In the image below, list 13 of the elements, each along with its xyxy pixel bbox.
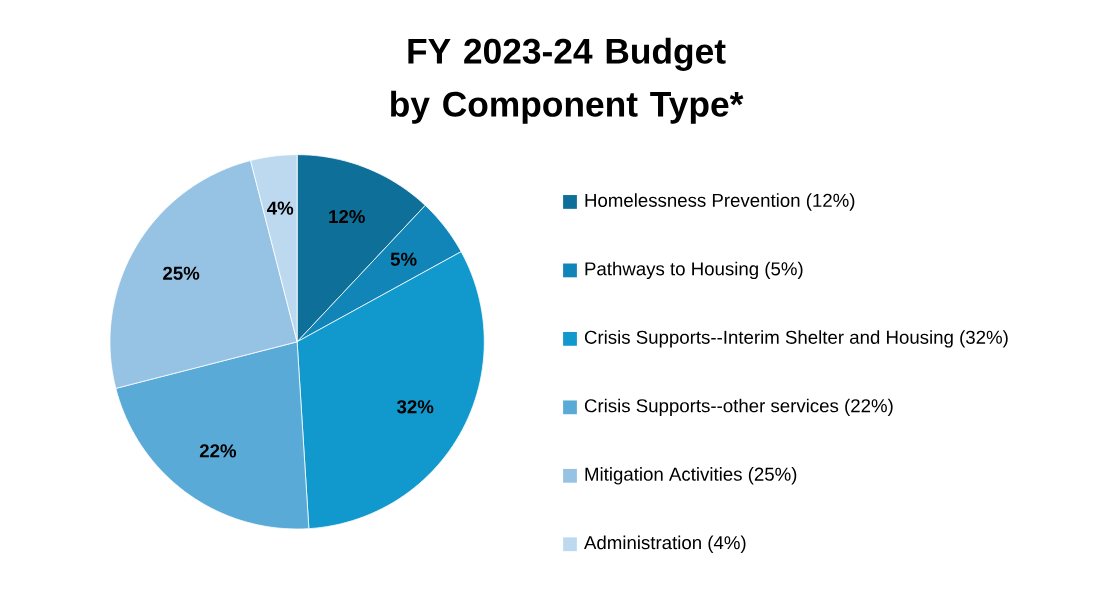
data-label: 32% — [396, 400, 434, 414]
legend-label: Mitigation Activities (25%) — [585, 467, 797, 485]
legend-label: Administration (4%) — [584, 535, 746, 554]
chart-title: FY 2023-24 Budget by Component Type* — [391, 37, 744, 124]
data-label: 25% — [163, 266, 200, 280]
data-label: 5% — [390, 252, 417, 266]
legend-label: Crisis Supports--Interim Shelter and Housing (32%) — [584, 330, 1008, 348]
legend-label: Crisis Supports--other services (22%) — [584, 398, 893, 417]
data-label: 12% — [329, 210, 365, 224]
legend-label: Pathways to Housing (5%) — [585, 261, 803, 280]
data-label: 4% — [267, 201, 294, 215]
data-label: 22% — [199, 444, 237, 458]
legend-label: Homelessness Prevention (12%) — [585, 193, 855, 211]
